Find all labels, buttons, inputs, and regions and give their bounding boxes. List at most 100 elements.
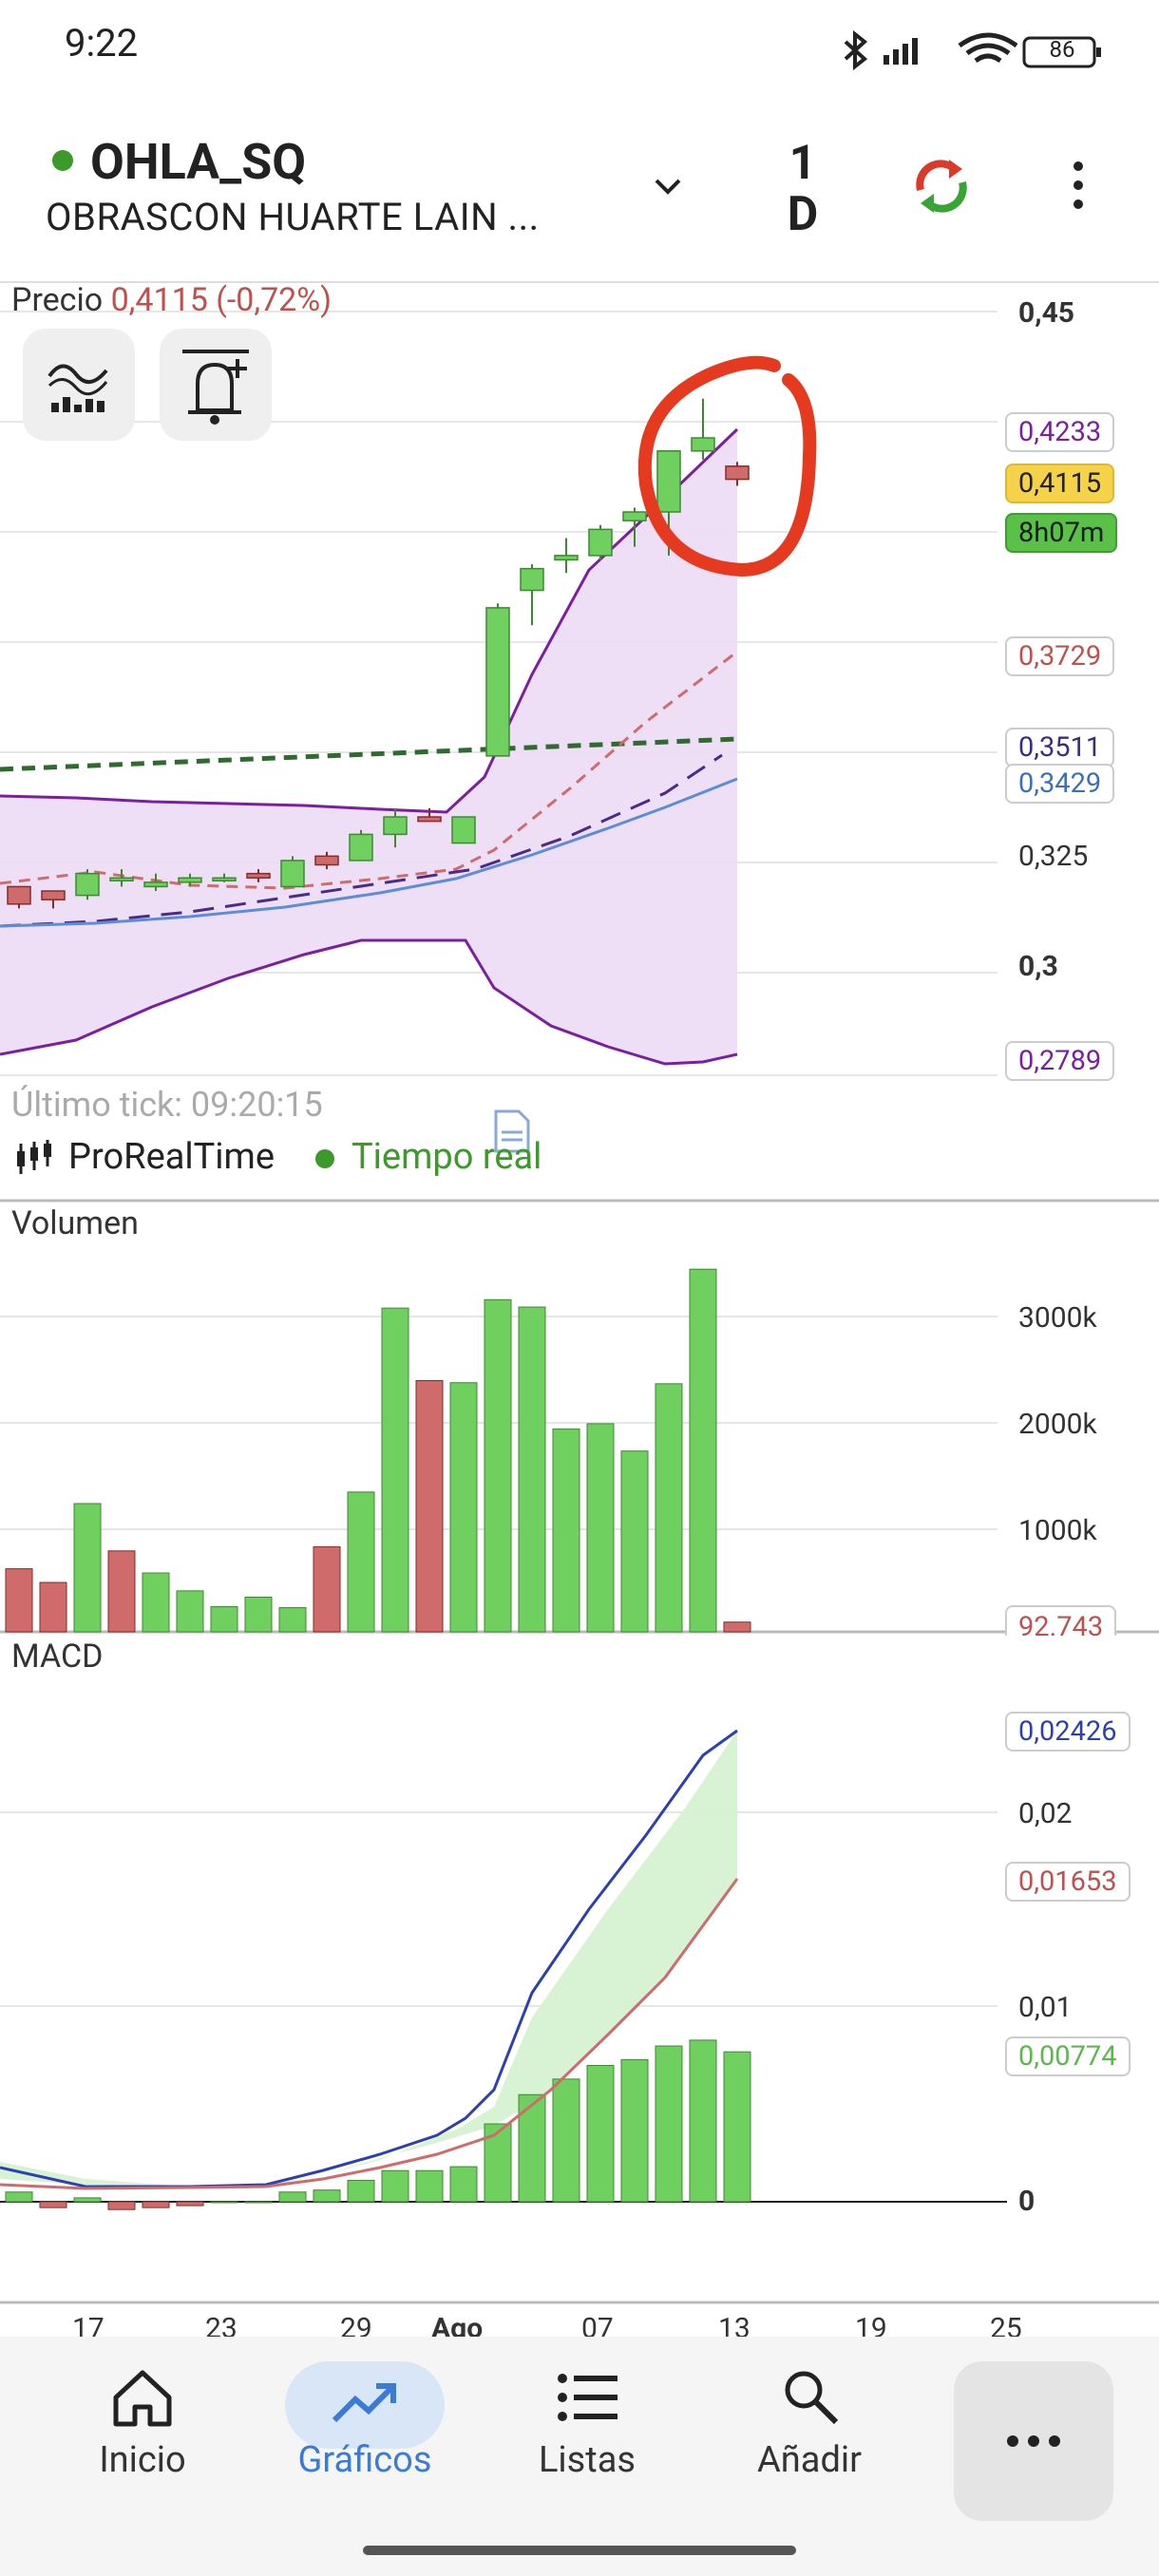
macd-histogram-bar xyxy=(689,2039,717,2203)
bollinger-upper xyxy=(0,427,739,814)
nav-label: Gráficos xyxy=(297,2439,432,2481)
trending-up-icon xyxy=(332,2383,396,2423)
macd-histogram-bar xyxy=(552,2078,580,2203)
candle-body xyxy=(520,567,544,592)
candle-body xyxy=(485,607,510,757)
volume-bar xyxy=(313,1545,341,1633)
long-ma-dashed xyxy=(0,736,738,772)
more-horiz-icon xyxy=(1007,2435,1060,2447)
nav-label: Inicio xyxy=(99,2439,186,2481)
volume-bar xyxy=(39,1582,67,1633)
add-alert-button[interactable] xyxy=(160,329,272,441)
nav-inicio[interactable]: Inicio xyxy=(48,2365,238,2498)
volume-bar xyxy=(518,1306,546,1633)
macd-histogram-bar xyxy=(586,2065,615,2203)
volume-bar xyxy=(107,1550,136,1633)
ticker-symbol[interactable]: OHLA_SQ xyxy=(90,133,307,191)
countdown-tag: 8h07m xyxy=(1005,513,1118,553)
ma-blue-tag: 0,3429 xyxy=(1005,764,1115,804)
battery-icon xyxy=(1022,36,1101,68)
indicators-icon xyxy=(48,364,108,412)
volume-bar xyxy=(723,1621,751,1633)
volume-bar xyxy=(620,1450,649,1633)
candle-body xyxy=(554,555,579,561)
macd-histogram-bar xyxy=(723,2051,751,2203)
timeframe-value: 1 xyxy=(788,136,817,191)
candle-body xyxy=(280,860,305,888)
candle-body xyxy=(691,437,715,452)
bollinger-fill xyxy=(0,432,737,1064)
macd-histogram-bar xyxy=(278,2191,307,2203)
home-icon xyxy=(113,2370,172,2427)
nav-graficos[interactable]: Gráficos xyxy=(270,2361,460,2498)
candle-body xyxy=(349,833,373,862)
document-icon[interactable] xyxy=(492,1109,530,1153)
volume-bar xyxy=(484,1298,512,1633)
macd-histogram-bar xyxy=(449,2166,478,2203)
nav-anadir[interactable]: Añadir xyxy=(714,2365,904,2498)
chevron-down-icon[interactable] xyxy=(651,169,685,203)
volume-bar xyxy=(449,1382,478,1633)
realtime-dot xyxy=(315,1149,334,1168)
dashed-ma-tag: 0,3511 xyxy=(1005,728,1115,767)
bluetooth-icon xyxy=(844,29,868,71)
candle-body xyxy=(656,450,681,513)
search-icon xyxy=(785,2371,839,2425)
ma-red-tag: 0,3729 xyxy=(1005,636,1115,676)
candle-body xyxy=(383,816,408,836)
bollinger-lower xyxy=(0,938,738,1066)
volume-bar xyxy=(655,1383,683,1633)
candle-body xyxy=(588,528,613,557)
candle-body xyxy=(417,816,442,823)
nav-listas[interactable]: Listas xyxy=(492,2365,682,2498)
candle-body xyxy=(212,877,237,882)
volume-bar xyxy=(586,1423,615,1633)
last-price-tag: 0,4115 xyxy=(1005,464,1115,503)
macd-title: MACD xyxy=(11,1638,104,1676)
candles-logo-icon xyxy=(17,1140,51,1174)
timeframe-unit: D xyxy=(787,187,819,242)
refresh-icon[interactable] xyxy=(907,152,976,220)
company-name[interactable]: OBRASCON HUARTE LAIN ... xyxy=(46,195,540,239)
macd-histogram-bar xyxy=(142,2201,170,2208)
volume-bar xyxy=(5,1568,33,1633)
volume-series xyxy=(5,1268,751,1633)
chart-canvas[interactable] xyxy=(0,281,1159,2337)
signal-line-tag: 0,01653 xyxy=(1005,1862,1130,1902)
volume-bar xyxy=(689,1268,717,1633)
macd-histogram-bar xyxy=(39,2201,67,2208)
volume-axis-label: 1000k xyxy=(1018,1514,1097,1547)
battery-level: 86 xyxy=(1049,36,1075,63)
volume-bar xyxy=(142,1572,170,1633)
price-axis-label: 0,3 xyxy=(1018,950,1058,983)
annotation-circle xyxy=(637,355,817,578)
ma-blue xyxy=(0,777,738,928)
candle-body xyxy=(75,872,100,897)
more-vert-icon[interactable] xyxy=(1064,157,1092,214)
nav-label: Listas xyxy=(538,2439,636,2481)
lower-band-tag: 0,2789 xyxy=(1005,1041,1115,1081)
price-title: Precio xyxy=(11,281,104,319)
wifi-icon xyxy=(958,32,1018,64)
price-axis-label: 0,325 xyxy=(1018,840,1089,873)
status-icons xyxy=(844,29,1101,71)
candle-body xyxy=(41,890,66,900)
macd-histogram-bar xyxy=(381,2169,409,2203)
clock: 9:22 xyxy=(65,21,139,66)
candle-body xyxy=(725,465,750,481)
candle-body xyxy=(7,885,31,905)
macd-histogram-bar xyxy=(620,2058,649,2203)
add-alert-bell-icon xyxy=(182,350,249,425)
price-axis-label: 0,45 xyxy=(1018,296,1075,330)
volume-bar xyxy=(381,1307,409,1633)
signal-icon xyxy=(884,38,918,65)
ma-purple-dashed xyxy=(0,753,723,928)
macd-histogram-bar xyxy=(313,2189,341,2203)
macd-axis-label: 0 xyxy=(1018,2185,1036,2218)
indicators-button[interactable] xyxy=(23,329,135,441)
macd-axis-label: 0,01 xyxy=(1018,1991,1073,2024)
more-menu-button[interactable] xyxy=(954,2361,1113,2521)
macd-histogram-bar xyxy=(415,2169,444,2203)
candle-body xyxy=(178,877,202,883)
